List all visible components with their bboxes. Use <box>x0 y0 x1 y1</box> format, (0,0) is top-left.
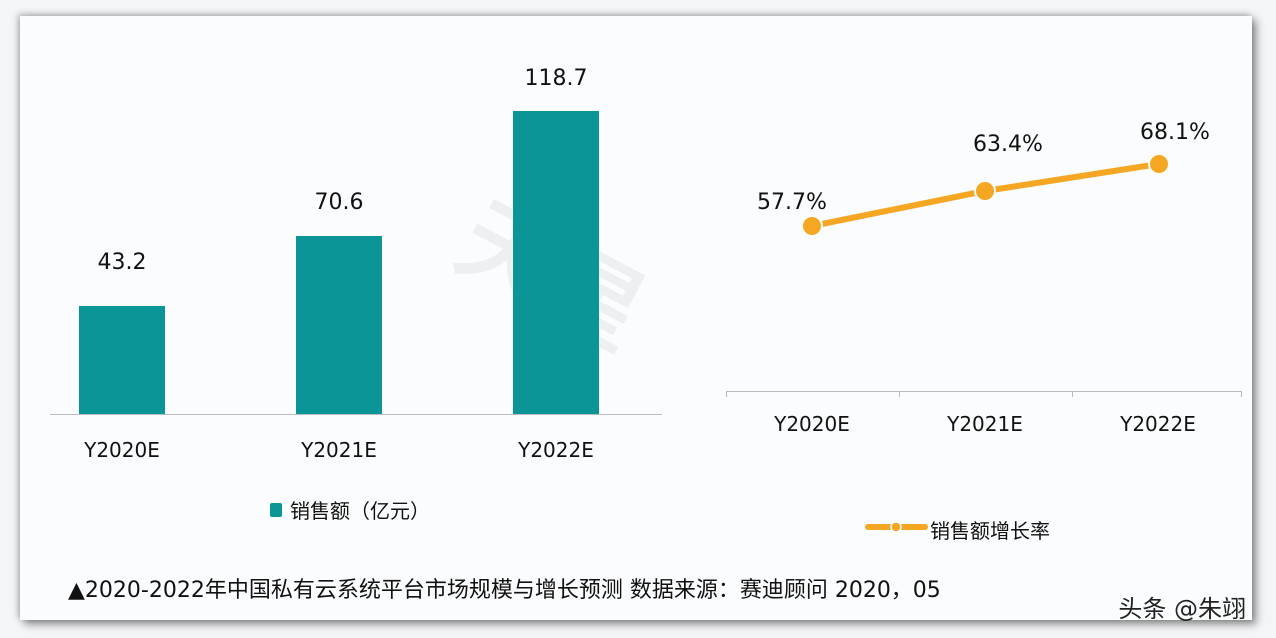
bar-y2020e <box>79 306 165 414</box>
line-x-tick <box>899 391 900 397</box>
brand-watermark: 头条 @朱翊 <box>1118 595 1246 623</box>
bar-value-label: 118.7 <box>524 66 588 91</box>
line-x-tick-label: Y2022E <box>1120 412 1196 436</box>
bar-x-axis <box>50 414 662 415</box>
line-x-tick-label: Y2021E <box>947 412 1023 436</box>
line-x-axis <box>726 391 1242 392</box>
bar-x-tick-label: Y2022E <box>518 438 594 462</box>
bar-value-label: 43.2 <box>97 250 147 275</box>
bar-y2021e <box>296 236 382 414</box>
line-x-tick-label: Y2020E <box>774 412 850 436</box>
bar-legend-swatch <box>270 502 282 517</box>
bar-x-tick-label: Y2020E <box>84 438 160 462</box>
line-value-label: 57.7% <box>757 190 827 215</box>
line-value-label: 68.1% <box>1140 120 1210 145</box>
bar-legend-label: 销售额（亿元） <box>290 499 430 523</box>
bar-y2022e <box>513 111 599 414</box>
line-x-tick <box>726 391 727 397</box>
line-legend: 销售额增长率 <box>930 515 1050 544</box>
bar-x-tick-label: Y2021E <box>301 438 377 462</box>
chart-frame <box>20 16 1252 620</box>
line-value-label: 63.4% <box>973 132 1043 157</box>
bar-legend: 销售额（亿元） <box>270 495 430 524</box>
figure-caption: ▲2020-2022年中国私有云系统平台市场规模与增长预测 数据来源：赛迪顾问 … <box>68 578 941 603</box>
line-x-tick <box>1072 391 1073 397</box>
bar-value-label: 70.6 <box>314 190 364 215</box>
line-x-tick <box>1241 391 1242 397</box>
line-legend-label: 销售额增长率 <box>930 519 1050 543</box>
